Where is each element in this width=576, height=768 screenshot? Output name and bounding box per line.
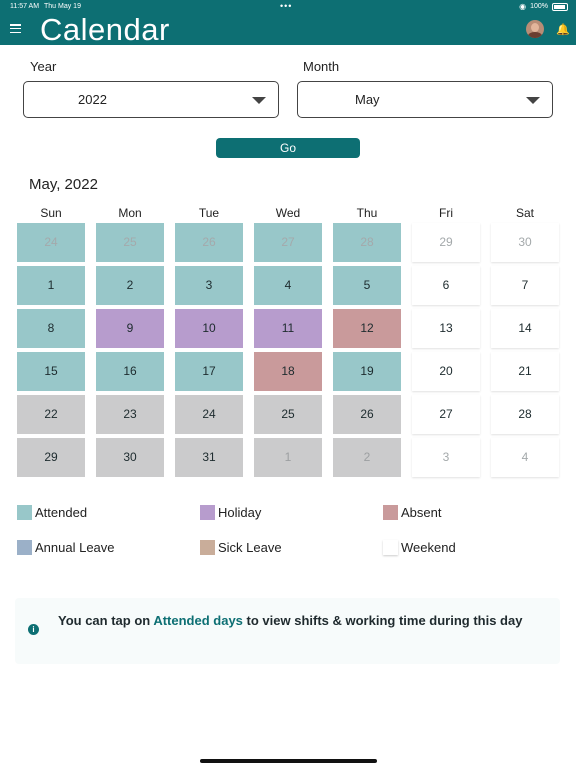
legend-swatch-weekend [383, 540, 398, 555]
legend-swatch-attended [17, 505, 32, 520]
calendar-day[interactable]: 5 [333, 266, 401, 305]
calendar-day[interactable]: 25 [96, 223, 164, 262]
calendar-day[interactable]: 11 [254, 309, 322, 348]
calendar-day[interactable]: 24 [17, 223, 85, 262]
calendar-month-title: May, 2022 [29, 176, 98, 193]
calendar-day[interactable]: 26 [333, 395, 401, 434]
calendar-day[interactable]: 7 [491, 266, 559, 305]
info-highlight: Attended days [153, 613, 243, 628]
calendar-day[interactable]: 30 [96, 438, 164, 477]
status-right: ◉ 100% [519, 2, 568, 11]
calendar-day[interactable]: 1 [17, 266, 85, 305]
go-button[interactable]: Go [216, 138, 360, 158]
legend-annual-leave: Annual Leave [17, 540, 115, 555]
legend-swatch-holiday [200, 505, 215, 520]
chevron-down-icon [526, 97, 540, 104]
legend-label: Absent [401, 505, 441, 520]
weekday-fri: Fri [412, 206, 480, 220]
calendar-day[interactable]: 8 [17, 309, 85, 348]
legend-sick-leave: Sick Leave [200, 540, 282, 555]
legend-weekend: Weekend [383, 540, 456, 555]
calendar-day[interactable]: 9 [96, 309, 164, 348]
calendar-day[interactable]: 3 [175, 266, 243, 305]
legend-label: Annual Leave [35, 540, 115, 555]
weekday-sun: Sun [17, 206, 85, 220]
calendar-day[interactable]: 27 [412, 395, 480, 434]
bell-icon[interactable]: 🔔 [556, 23, 570, 36]
weekday-sat: Sat [491, 206, 559, 220]
weekday-wed: Wed [254, 206, 322, 220]
info-icon: i [28, 624, 39, 635]
calendar-day[interactable]: 4 [491, 438, 559, 477]
info-banner: i You can tap on Attended days to view s… [15, 598, 560, 664]
chevron-down-icon [252, 97, 266, 104]
legend-swatch-absent [383, 505, 398, 520]
calendar-day[interactable]: 3 [412, 438, 480, 477]
weekday-mon: Mon [96, 206, 164, 220]
status-time: 11:57 AM [10, 3, 39, 10]
calendar-day[interactable]: 26 [175, 223, 243, 262]
calendar-day[interactable]: 17 [175, 352, 243, 391]
month-label: Month [303, 59, 339, 74]
page-title: Calendar [40, 12, 170, 48]
calendar-day[interactable]: 14 [491, 309, 559, 348]
battery-icon [552, 3, 568, 11]
calendar-day[interactable]: 20 [412, 352, 480, 391]
calendar-day[interactable]: 28 [333, 223, 401, 262]
calendar-day[interactable]: 12 [333, 309, 401, 348]
legend-swatch-sick-leave [200, 540, 215, 555]
calendar-day[interactable]: 24 [175, 395, 243, 434]
info-prefix: You can tap on [58, 613, 153, 628]
legend-label: Attended [35, 505, 87, 520]
calendar-day[interactable]: 21 [491, 352, 559, 391]
month-value: May [355, 92, 380, 107]
month-select[interactable]: May [297, 81, 553, 118]
calendar-day[interactable]: 18 [254, 352, 322, 391]
calendar-day[interactable]: 15 [17, 352, 85, 391]
calendar-day[interactable]: 22 [17, 395, 85, 434]
status-date: Thu May 19 [44, 3, 81, 10]
legend-label: Sick Leave [218, 540, 282, 555]
multitask-dots: ••• [280, 1, 292, 11]
calendar-day[interactable]: 25 [254, 395, 322, 434]
calendar-day[interactable]: 1 [254, 438, 322, 477]
legend-swatch-annual-leave [17, 540, 32, 555]
weekday-tue: Tue [175, 206, 243, 220]
calendar-day[interactable]: 10 [175, 309, 243, 348]
calendar-day[interactable]: 31 [175, 438, 243, 477]
calendar-day[interactable]: 6 [412, 266, 480, 305]
avatar[interactable] [526, 20, 544, 38]
calendar-day[interactable]: 29 [412, 223, 480, 262]
calendar-day[interactable]: 2 [96, 266, 164, 305]
info-text: You can tap on Attended days to view shi… [58, 614, 548, 628]
menu-icon[interactable] [10, 24, 21, 33]
year-value: 2022 [78, 92, 107, 107]
info-suffix: to view shifts & working time during thi… [243, 613, 523, 628]
year-label: Year [30, 59, 56, 74]
calendar-day[interactable]: 2 [333, 438, 401, 477]
home-indicator [200, 759, 377, 763]
app-bar: Calendar 🔔 [0, 14, 576, 45]
legend-label: Weekend [401, 540, 456, 555]
legend-label: Holiday [218, 505, 261, 520]
wifi-icon: ◉ [519, 2, 526, 11]
calendar-day[interactable]: 27 [254, 223, 322, 262]
calendar-day[interactable]: 30 [491, 223, 559, 262]
calendar-day[interactable]: 13 [412, 309, 480, 348]
calendar-day[interactable]: 29 [17, 438, 85, 477]
weekday-thu: Thu [333, 206, 401, 220]
legend-attended: Attended [17, 505, 87, 520]
year-select[interactable]: 2022 [23, 81, 279, 118]
calendar-day[interactable]: 16 [96, 352, 164, 391]
battery-percent: 100% [530, 3, 548, 10]
calendar-day[interactable]: 23 [96, 395, 164, 434]
calendar-day[interactable]: 4 [254, 266, 322, 305]
calendar-day[interactable]: 19 [333, 352, 401, 391]
legend-absent: Absent [383, 505, 441, 520]
calendar-day[interactable]: 28 [491, 395, 559, 434]
legend-holiday: Holiday [200, 505, 261, 520]
